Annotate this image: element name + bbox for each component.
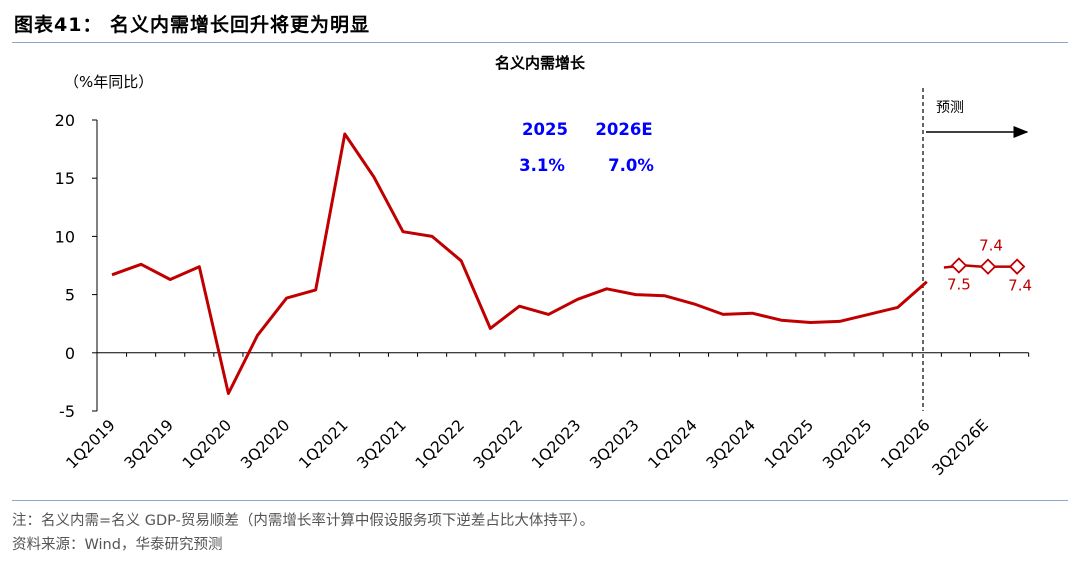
annotation-year: 2026E [595, 120, 652, 139]
y-tick-label: 15 [55, 169, 75, 188]
annotation-year: 2025 [522, 120, 568, 139]
forecast-label: 预测 [936, 100, 964, 116]
figure-source: 资料来源：Wind，华泰研究预测 [12, 537, 223, 553]
chart-title: 名义内需增长 [495, 54, 586, 72]
footer-divider [12, 500, 1068, 501]
forecast-marker [1008, 258, 1026, 275]
x-tick-label: 1Q2019 [63, 416, 119, 472]
annotation-box: 2025 2026E 3.1% 7.0% [519, 120, 654, 175]
figure-header: 图表41： 名义内需增长回升将更为明显 [12, 6, 1068, 43]
figure-note: 注：名义内需=名义 GDP-贸易顺差（内需增长率计算中假设服务项下逆差占比大体持… [12, 513, 595, 529]
x-tick-label: 3Q2024 [703, 416, 759, 472]
annotation-value: 3.1% [519, 156, 565, 175]
y-tick-label: 0 [65, 344, 75, 363]
x-tick-label: 3Q2022 [470, 416, 526, 472]
x-tick-label: 1Q2025 [761, 416, 817, 472]
forecast-marker [950, 257, 968, 274]
x-tick-label: 1Q2026 [877, 416, 933, 472]
x-tick-label: 3Q2020 [237, 416, 293, 472]
y-axis: -5 0 5 10 15 20 [55, 111, 98, 421]
forecast-data-label: 7.4 [979, 237, 1003, 255]
series-group: 7.5 7.4 7.4 [111, 132, 1032, 395]
y-tick-label: 5 [65, 286, 75, 305]
y-tick-label: -5 [59, 402, 75, 421]
x-tick-label: 1Q2022 [412, 416, 468, 472]
annotation-value: 7.0% [608, 156, 654, 175]
forecast-marker [979, 258, 997, 275]
forecast-data-label: 7.4 [1008, 277, 1032, 295]
figure-title: 图表41： 名义内需增长回升将更为明显 [14, 14, 371, 36]
x-tick-label: 3Q2025 [819, 416, 875, 472]
x-tick-label: 3Q2019 [121, 416, 177, 472]
x-tick-label: 1Q2020 [179, 416, 235, 472]
y-axis-unit-label: （%年同比） [64, 73, 153, 91]
x-tick-label: 1Q2021 [295, 416, 351, 472]
x-tick-label: 1Q2023 [528, 416, 584, 472]
x-tick-label: 3Q2026E [929, 416, 992, 479]
x-tick-label: 1Q2024 [645, 416, 701, 472]
forecast-divider: 预测 [922, 88, 1029, 411]
x-tick-label: 3Q2023 [586, 416, 642, 472]
x-axis: 1Q2019 3Q2019 1Q2020 3Q2020 1Q2021 3Q2021 1Q20… [63, 352, 1030, 479]
forecast-segment [965, 264, 982, 268]
forecast-data-label: 7.5 [947, 276, 971, 294]
y-tick-label: 10 [55, 227, 75, 246]
historical-series-line [111, 132, 928, 395]
y-tick-label: 20 [55, 111, 75, 130]
x-tick-label: 3Q2021 [354, 416, 410, 472]
